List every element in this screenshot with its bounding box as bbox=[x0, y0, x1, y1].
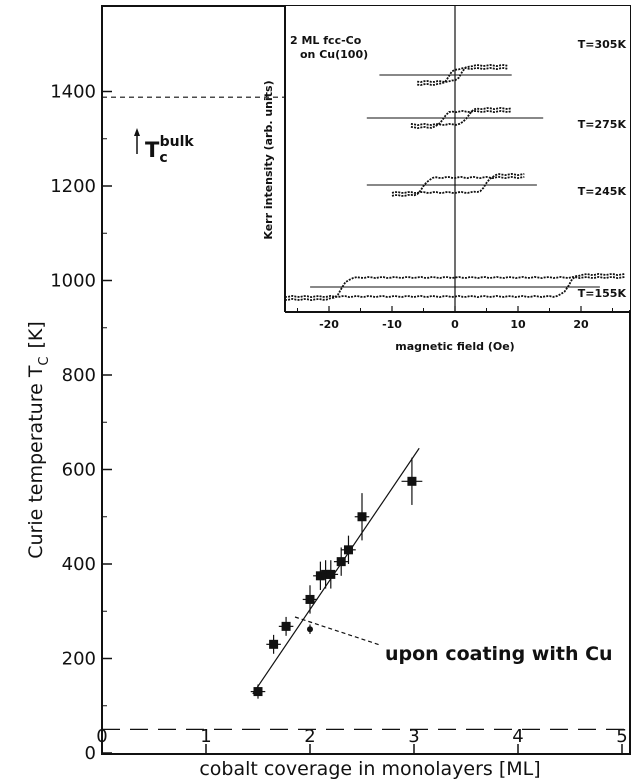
inset-loop-temperature-label: T=245K bbox=[578, 185, 627, 198]
coating-leader-line bbox=[294, 616, 381, 646]
data-marker bbox=[253, 687, 263, 697]
y-axis-label-unit: [K] bbox=[25, 321, 47, 348]
data-marker bbox=[281, 621, 291, 631]
data-point bbox=[302, 585, 318, 614]
inset-loop-temperature-label: T=155K bbox=[578, 287, 627, 300]
data-marker bbox=[315, 571, 325, 581]
y-tick-label: 200 bbox=[62, 649, 96, 670]
inset-axis-ticks: -20 -10 0 10 20 bbox=[297, 6, 613, 331]
x-tick-label: 3 bbox=[408, 726, 419, 747]
inset-loop-descending-branch bbox=[284, 272, 626, 299]
inset-plot: -20 -10 0 10 20 T=305K T=275K T=245K T=155K 2 M… bbox=[262, 6, 630, 353]
inset-loop-ascending-branch bbox=[391, 175, 525, 197]
coating-annotation: upon coating with Cu bbox=[294, 616, 613, 665]
y-axis-label-main: Curie temperature T bbox=[25, 365, 47, 559]
inset-loop-ascending-branch bbox=[417, 66, 508, 87]
x-tick-label: 5 bbox=[616, 726, 627, 747]
bulk-label-sub: c bbox=[159, 150, 167, 166]
svg-text:Tcbulk: Tcbulk bbox=[145, 134, 194, 166]
inset-x-tick-label: 20 bbox=[573, 318, 589, 331]
inset-loop: T=155K bbox=[284, 272, 627, 302]
y-tick-label: 1000 bbox=[50, 271, 96, 292]
y-tick-label: 800 bbox=[62, 365, 96, 386]
inset-title-line2: on Cu(100) bbox=[300, 48, 368, 61]
y-tick-label: 600 bbox=[62, 460, 96, 481]
data-point bbox=[354, 493, 370, 541]
y-axis-label: Curie temperature TC [K] bbox=[25, 321, 52, 559]
data-marker bbox=[269, 639, 279, 649]
svg-text:Curie temperature TC[K]: Curie temperature TC [K] bbox=[25, 321, 52, 559]
inset-x-tick-label: -10 bbox=[382, 318, 402, 331]
y-tick-label: 1200 bbox=[50, 176, 96, 197]
y-tick-label: 0 bbox=[85, 743, 96, 764]
bulk-label-sup: bulk bbox=[160, 134, 195, 150]
inset-x-tick-label: 0 bbox=[451, 318, 459, 331]
data-marker bbox=[357, 512, 367, 522]
data-point bbox=[278, 616, 294, 636]
inset-title-line1: 2 ML fcc-Co bbox=[290, 34, 362, 47]
linear-fit-line bbox=[252, 447, 420, 695]
bulk-label-main: T bbox=[145, 138, 160, 162]
coating-label: upon coating with Cu bbox=[385, 643, 613, 665]
inset-loop: T=305K bbox=[379, 38, 627, 87]
y-tick-label: 400 bbox=[62, 554, 96, 575]
main-data-points bbox=[250, 457, 423, 699]
inset-loop-ascending-branch bbox=[410, 109, 512, 130]
x-tick-label: 2 bbox=[304, 726, 315, 747]
main-reference-lines bbox=[102, 96, 630, 730]
y-axis-label-sub: C bbox=[37, 357, 52, 366]
data-marker bbox=[407, 476, 417, 486]
inset-y-axis-label: Kerr intensity (arb. units) bbox=[262, 80, 275, 239]
data-marker bbox=[305, 594, 315, 604]
inset-x-tick-label: -20 bbox=[319, 318, 339, 331]
data-point bbox=[266, 634, 281, 654]
inset-loop: T=245K bbox=[366, 172, 627, 198]
x-tick-label: 4 bbox=[512, 726, 523, 747]
inset-x-axis-label: magnetic field (Oe) bbox=[395, 340, 514, 353]
inset-loop-ascending-branch bbox=[284, 275, 626, 302]
inset-x-tick-label: 10 bbox=[510, 318, 526, 331]
data-point bbox=[341, 535, 356, 564]
x-axis-label: cobalt coverage in monolayers [ML] bbox=[199, 758, 540, 780]
data-point bbox=[401, 457, 423, 505]
data-point bbox=[323, 560, 339, 589]
data-point bbox=[250, 684, 266, 699]
x-tick-label: 1 bbox=[200, 726, 211, 747]
inset-loop-temperature-label: T=275K bbox=[578, 118, 627, 131]
inset-background bbox=[285, 6, 630, 310]
y-tick-label: 1400 bbox=[50, 82, 96, 103]
bulk-arrowhead bbox=[134, 128, 140, 136]
coated-point bbox=[307, 624, 313, 634]
inset-loop-descending-branch bbox=[417, 63, 508, 84]
inset-loop-temperature-label: T=305K bbox=[578, 38, 627, 51]
coated-point-marker bbox=[307, 626, 313, 633]
x-tick-label: 0 bbox=[96, 726, 107, 747]
data-marker bbox=[336, 557, 346, 567]
data-point bbox=[333, 547, 349, 576]
data-marker bbox=[326, 569, 336, 579]
inset-loop: T=275K bbox=[366, 106, 627, 131]
bulk-annotation: Tcbulk bbox=[134, 128, 194, 166]
inset-loop-descending-branch bbox=[410, 106, 512, 127]
inset-hysteresis-loops: T=305K T=275K T=245K T=155K bbox=[284, 38, 627, 302]
data-marker bbox=[343, 545, 353, 555]
inset-loop-descending-branch bbox=[391, 172, 525, 194]
